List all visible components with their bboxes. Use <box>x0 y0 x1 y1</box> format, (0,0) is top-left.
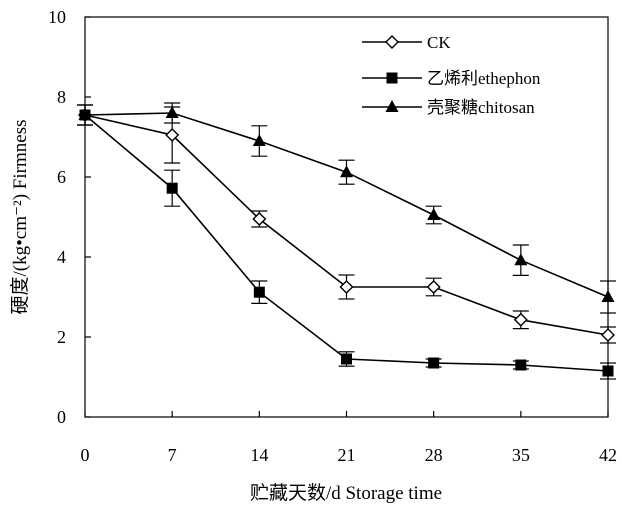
y-tick-label: 4 <box>57 247 66 267</box>
x-tick-label: 35 <box>512 445 530 465</box>
y-tick-label: 8 <box>57 87 66 107</box>
data-point <box>253 286 265 298</box>
data-point <box>426 280 441 294</box>
series-line <box>84 114 609 372</box>
series-line <box>84 114 609 336</box>
y-axis-title: 硬度/(kg•cm⁻²) Firmness <box>9 120 31 315</box>
data-point <box>78 108 92 120</box>
legend-marker <box>386 72 398 84</box>
y-tick-label: 2 <box>57 327 66 347</box>
data-point <box>601 290 615 302</box>
legend-marker <box>385 100 399 112</box>
data-point <box>165 128 180 142</box>
x-axis-ticks: 0 7 14 21 28 35 42 <box>81 411 617 465</box>
y-tick-label: 6 <box>57 167 66 187</box>
data-point <box>339 280 354 294</box>
data-point <box>601 328 615 342</box>
data-point <box>341 353 352 365</box>
legend-label: 壳聚糖chitosan <box>427 98 535 117</box>
data-point <box>428 357 440 369</box>
data-point <box>340 165 353 178</box>
data-point <box>427 208 441 220</box>
data-point <box>602 365 614 377</box>
data-point <box>165 106 179 118</box>
data-point <box>514 253 528 266</box>
y-tick-label: 10 <box>48 7 66 27</box>
series-line <box>84 112 609 298</box>
legend-label: 乙烯利ethephon <box>427 69 541 88</box>
data-point <box>515 359 527 371</box>
legend-label: CK <box>427 33 451 52</box>
series-1 <box>77 104 616 380</box>
data-point <box>252 134 266 146</box>
data-point <box>252 212 267 226</box>
x-tick-label: 14 <box>250 445 268 465</box>
series-layer <box>77 102 616 380</box>
x-tick-label: 42 <box>599 445 617 465</box>
data-point <box>513 312 528 327</box>
x-tick-label: 21 <box>338 445 356 465</box>
y-axis-ticks: 0 2 4 6 8 10 <box>48 7 91 427</box>
x-tick-label: 0 <box>81 445 90 465</box>
series-0 <box>77 104 616 344</box>
legend-marker <box>385 35 399 49</box>
data-point <box>166 182 178 194</box>
x-axis-title: 贮藏天数/d Storage time <box>250 482 442 504</box>
x-tick-label: 28 <box>425 445 443 465</box>
legend: CK 乙烯利ethephon 壳聚糖chitosan <box>362 33 541 117</box>
y-tick-label: 0 <box>57 407 66 427</box>
series-2 <box>77 102 616 314</box>
x-tick-label: 7 <box>168 445 177 465</box>
